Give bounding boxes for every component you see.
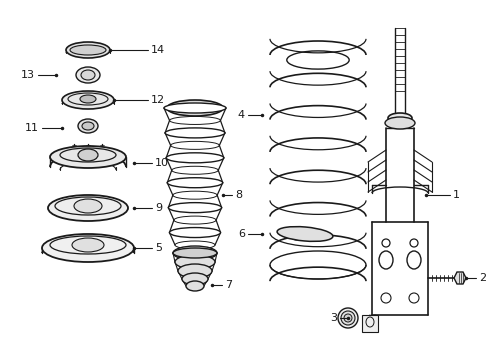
Ellipse shape [163,103,225,113]
Ellipse shape [74,199,102,213]
Ellipse shape [82,122,94,130]
Text: 3: 3 [329,313,336,323]
Ellipse shape [50,146,126,168]
Ellipse shape [168,203,221,213]
Ellipse shape [175,255,215,269]
Ellipse shape [337,308,357,328]
Text: 9: 9 [155,203,162,213]
Ellipse shape [76,67,100,83]
Ellipse shape [81,70,95,80]
Ellipse shape [42,234,134,262]
Ellipse shape [70,45,106,55]
Ellipse shape [78,119,98,133]
Text: 12: 12 [151,95,165,105]
Ellipse shape [185,281,203,291]
Ellipse shape [167,100,223,116]
Ellipse shape [78,149,98,161]
Ellipse shape [169,228,220,238]
Ellipse shape [72,238,104,252]
Ellipse shape [167,178,222,188]
Text: 11: 11 [25,123,39,133]
Ellipse shape [66,42,110,58]
Ellipse shape [48,195,128,221]
Ellipse shape [340,311,354,325]
Polygon shape [453,272,465,284]
Ellipse shape [387,113,411,123]
Text: 10: 10 [155,158,169,168]
Ellipse shape [173,248,217,258]
Text: 5: 5 [155,243,162,253]
Text: 14: 14 [151,45,165,55]
Text: 2: 2 [478,273,485,283]
Ellipse shape [343,314,351,322]
Text: 4: 4 [237,110,244,120]
Text: 13: 13 [21,70,35,80]
Ellipse shape [80,95,96,103]
Ellipse shape [178,264,212,278]
Ellipse shape [166,153,224,163]
Ellipse shape [384,117,414,129]
Ellipse shape [165,128,224,138]
Ellipse shape [182,273,207,285]
Ellipse shape [289,230,304,240]
Text: 7: 7 [224,280,232,290]
Text: 6: 6 [238,229,244,239]
Text: 8: 8 [235,190,242,200]
Polygon shape [361,315,377,332]
Ellipse shape [173,246,217,260]
Text: 1: 1 [452,190,459,200]
Ellipse shape [62,91,114,109]
Ellipse shape [277,226,332,242]
